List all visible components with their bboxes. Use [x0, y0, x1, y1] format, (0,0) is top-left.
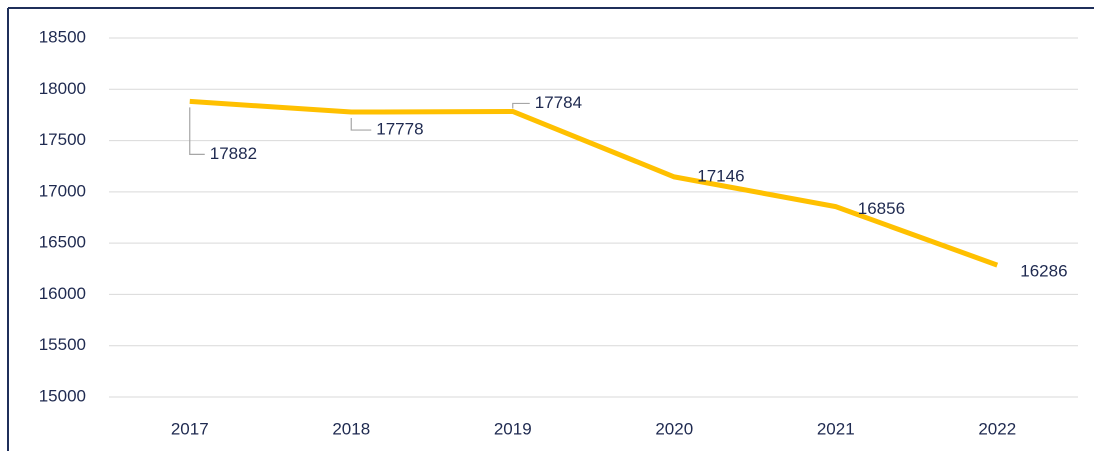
data-label: 17146 — [697, 166, 744, 185]
y-tick-label: 16500 — [39, 233, 86, 252]
data-label: 16286 — [1020, 262, 1067, 281]
x-tick-label: 2020 — [655, 419, 693, 438]
y-tick-label: 18000 — [39, 79, 86, 98]
data-label: 17778 — [376, 120, 423, 139]
leader-line — [512, 102, 530, 109]
y-tick-label: 18500 — [39, 27, 86, 46]
y-tick-label: 17000 — [39, 181, 86, 200]
x-tick-label: 2018 — [332, 419, 370, 438]
x-tick-label: 2022 — [978, 419, 1016, 438]
series-line — [189, 98, 999, 268]
data-label: 17882 — [210, 144, 257, 163]
y-tick-label: 15000 — [39, 386, 86, 405]
y-tick-label: 16000 — [39, 284, 86, 303]
x-tick-label: 2017 — [171, 419, 209, 438]
x-tick-label: 2021 — [817, 419, 855, 438]
data-label: 17784 — [535, 93, 582, 112]
y-tick-label: 15500 — [39, 335, 86, 354]
leader-line — [189, 107, 205, 155]
data-label: 16856 — [858, 199, 905, 218]
x-tick-label: 2019 — [494, 419, 532, 438]
leader-line — [350, 118, 372, 131]
y-tick-label: 17500 — [39, 130, 86, 149]
